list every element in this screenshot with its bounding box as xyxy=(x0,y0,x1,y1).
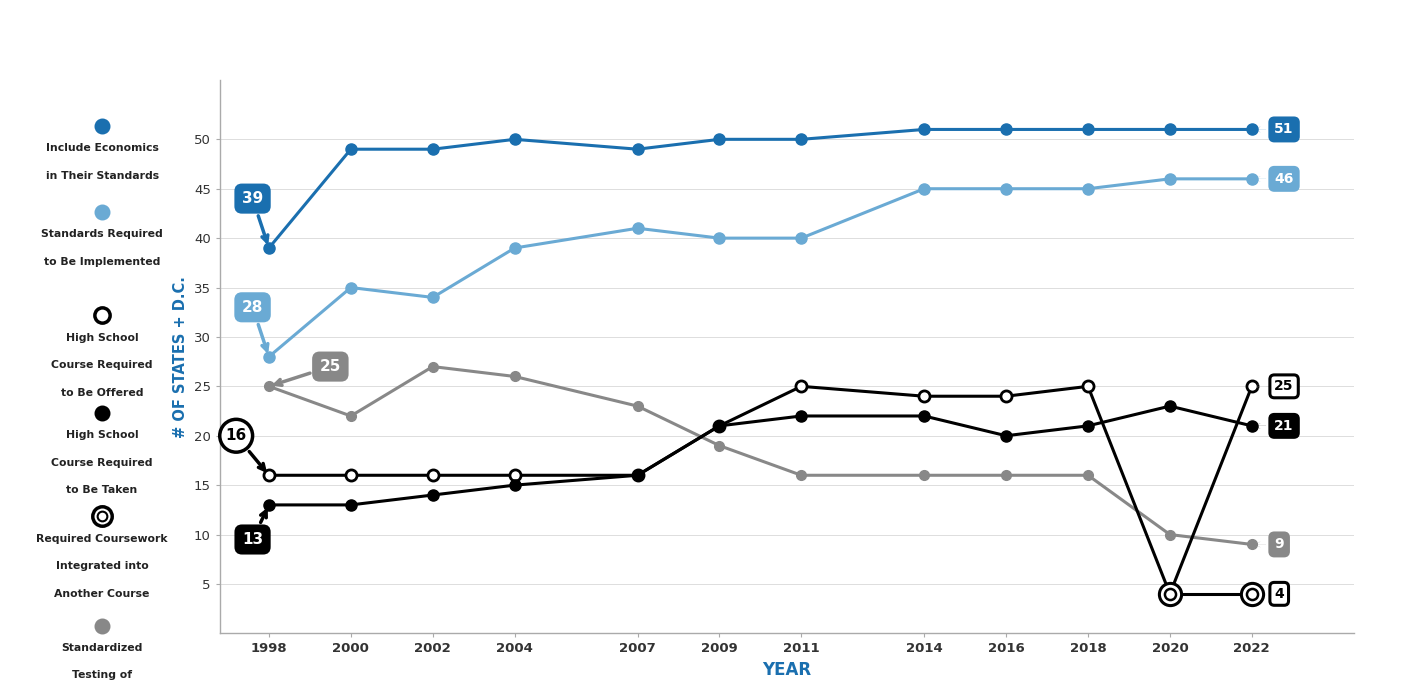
Text: High School: High School xyxy=(65,333,139,342)
Text: Course Required: Course Required xyxy=(51,361,153,370)
Text: 9: 9 xyxy=(1255,537,1283,551)
Text: 21: 21 xyxy=(1255,419,1293,433)
Text: Testing of: Testing of xyxy=(72,670,132,680)
Text: KEY: KEY xyxy=(85,96,119,111)
Text: 13: 13 xyxy=(242,511,267,547)
Text: Course Required: Course Required xyxy=(51,458,153,468)
Text: 28: 28 xyxy=(242,300,268,350)
Text: Integrated into: Integrated into xyxy=(55,561,149,571)
Text: to Be Implemented: to Be Implemented xyxy=(44,257,160,267)
Text: 25: 25 xyxy=(1255,379,1293,393)
Text: Required Coursework: Required Coursework xyxy=(37,534,167,544)
Text: 51: 51 xyxy=(1255,122,1293,136)
Text: 4: 4 xyxy=(1255,587,1285,601)
Text: Another Course: Another Course xyxy=(54,589,150,599)
X-axis label: YEAR: YEAR xyxy=(763,661,811,679)
Text: Include Economics: Include Economics xyxy=(45,143,159,153)
Text: to Be Offered: to Be Offered xyxy=(61,388,143,398)
Text: Standardized: Standardized xyxy=(61,643,143,653)
Text: 25: 25 xyxy=(275,359,342,386)
Y-axis label: # OF STATES + D.C.: # OF STATES + D.C. xyxy=(173,276,189,438)
Text: to Be Taken: to Be Taken xyxy=(67,485,138,496)
Text: HISTORICAL COMPARISON—ECONOMIC EDUCATION 1998–2022: HISTORICAL COMPARISON—ECONOMIC EDUCATION… xyxy=(272,24,1146,49)
Text: 46: 46 xyxy=(1255,172,1293,186)
Text: Standards Required: Standards Required xyxy=(41,230,163,239)
Text: 39: 39 xyxy=(242,191,268,242)
Text: in Their Standards: in Their Standards xyxy=(45,171,159,181)
Text: High School: High School xyxy=(65,430,139,441)
Text: 16: 16 xyxy=(225,428,265,470)
